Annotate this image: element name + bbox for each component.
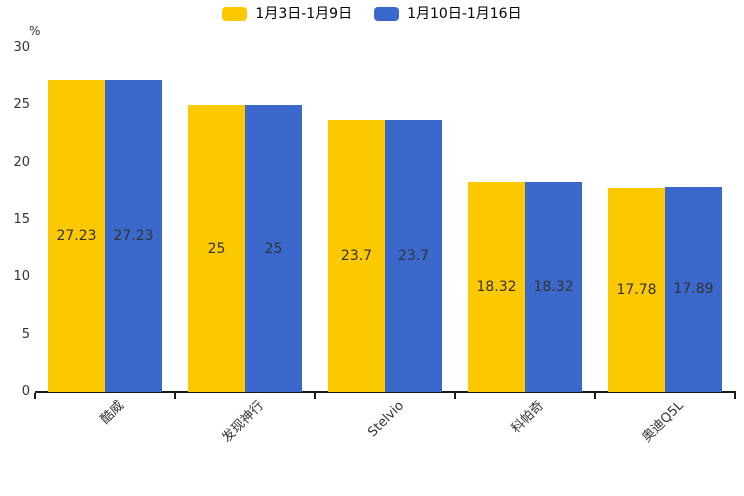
x-axis-category-label: 奥迪Q5L [639,398,687,446]
bar-value-label: 27.23 [56,227,97,244]
y-axis-tick-label: 10 [13,269,30,285]
x-axis-tick [174,393,176,399]
bar-value-label: 27.23 [113,227,154,244]
bar-value-label: 23.7 [397,248,430,265]
legend-swatch-blue [374,7,400,21]
x-axis-tick [34,393,36,399]
bar-series2[interactable] [525,181,582,392]
x-axis-tick [314,393,316,399]
x-axis-tick [454,393,456,399]
y-axis-tick-label: 5 [21,326,30,342]
x-axis-category-label: 发现神行 [219,398,267,446]
bar-series1[interactable] [48,79,105,392]
x-axis-category-label: Stelvio [365,398,407,441]
bar-series2[interactable] [245,105,302,392]
legend-label-series1: 1月3日-1月9日 [255,6,353,22]
bar-series2[interactable] [105,79,162,392]
legend-item-series2[interactable]: 1月10日-1月16日 [374,7,522,21]
y-axis-tick-label: 20 [13,154,30,170]
y-axis-tick-label: 30 [13,40,30,55]
bar-value-label: 23.7 [340,248,373,265]
bar-value-label: 17.89 [673,281,714,298]
bar-series1[interactable] [468,181,525,392]
bar-series1[interactable] [188,105,245,392]
bar-series1[interactable] [328,120,385,392]
x-axis-tick [594,393,596,399]
bar-value-label: 18.32 [476,278,517,295]
x-axis-tick [734,393,736,399]
bar-value-label: 17.78 [616,282,657,299]
legend-label-series2: 1月10日-1月16日 [407,6,522,22]
bar-value-label: 25 [207,240,226,257]
y-axis-tick-label: 15 [13,212,30,227]
bar-value-label: 18.32 [533,278,574,295]
bar-series2[interactable] [385,120,442,392]
chart-legend: 1月3日-1月9日 1月10日-1月16日 [0,7,744,21]
x-axis-category-label: 酷威 [97,398,127,428]
y-axis-unit-label: % [29,24,41,38]
x-axis-line [35,391,736,393]
bar-value-label: 25 [264,240,283,257]
y-axis-tick-label: 0 [21,384,30,399]
y-axis-tick-label: 25 [13,97,30,113]
legend-swatch-yellow [222,7,248,21]
x-axis-category-label: 科帕奇 [508,398,547,437]
bar-series1[interactable] [608,188,665,392]
bar-series2[interactable] [665,186,722,392]
legend-item-series1[interactable]: 1月3日-1月9日 [222,7,352,21]
